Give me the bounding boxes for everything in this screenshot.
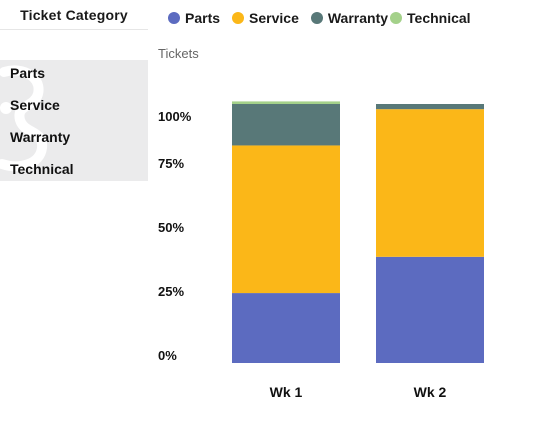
filter-item-technical[interactable]: Technical [10,161,74,177]
legend-label: Parts [185,10,221,26]
ticket-category-filter: Ticket Category Parts Service Warranty T… [0,0,148,182]
legend-item-warranty[interactable]: Warranty [310,10,389,26]
y-axis-title: Tickets [158,46,199,61]
legend-label: Warranty [327,10,389,26]
bar-segment-warranty-wk-2[interactable] [376,104,484,110]
y-tick-label: 50% [158,220,184,235]
filter-title: Ticket Category [0,0,148,30]
legend-swatch [168,12,180,24]
legend-swatch [310,12,323,24]
y-tick-label: 25% [158,284,184,299]
bar-segment-technical-wk-1[interactable] [232,101,340,104]
legend-label: Service [249,10,299,26]
watermark-icon [0,65,48,172]
bar-segment-parts-wk-1[interactable] [232,293,340,363]
chart-legend: Parts Service Warranty Technical [168,8,471,28]
y-tick-label: 0% [158,348,177,363]
legend-item-technical[interactable]: Technical [390,10,471,26]
filter-list: Parts Service Warranty Technical [0,60,148,181]
y-tick-label: 75% [158,156,184,171]
filter-item-warranty[interactable]: Warranty [10,129,71,145]
legend-swatch [232,12,245,24]
filter-item-service[interactable]: Service [10,97,60,113]
filter-item-parts[interactable]: Parts [10,65,46,81]
legend-item-service[interactable]: Service [232,10,299,26]
bar-segment-parts-wk-2[interactable] [376,256,484,363]
x-category-label: Wk 1 [270,384,303,400]
bar-segment-service-wk-2[interactable] [376,109,484,257]
bar-segment-warranty-wk-1[interactable] [232,104,340,146]
legend-swatch [390,12,403,24]
x-category-label: Wk 2 [414,384,447,400]
legend-label: Technical [407,10,471,26]
bar-segment-service-wk-1[interactable] [232,145,340,294]
legend-item-parts[interactable]: Parts [168,10,220,26]
y-tick-label: 100% [158,109,192,124]
